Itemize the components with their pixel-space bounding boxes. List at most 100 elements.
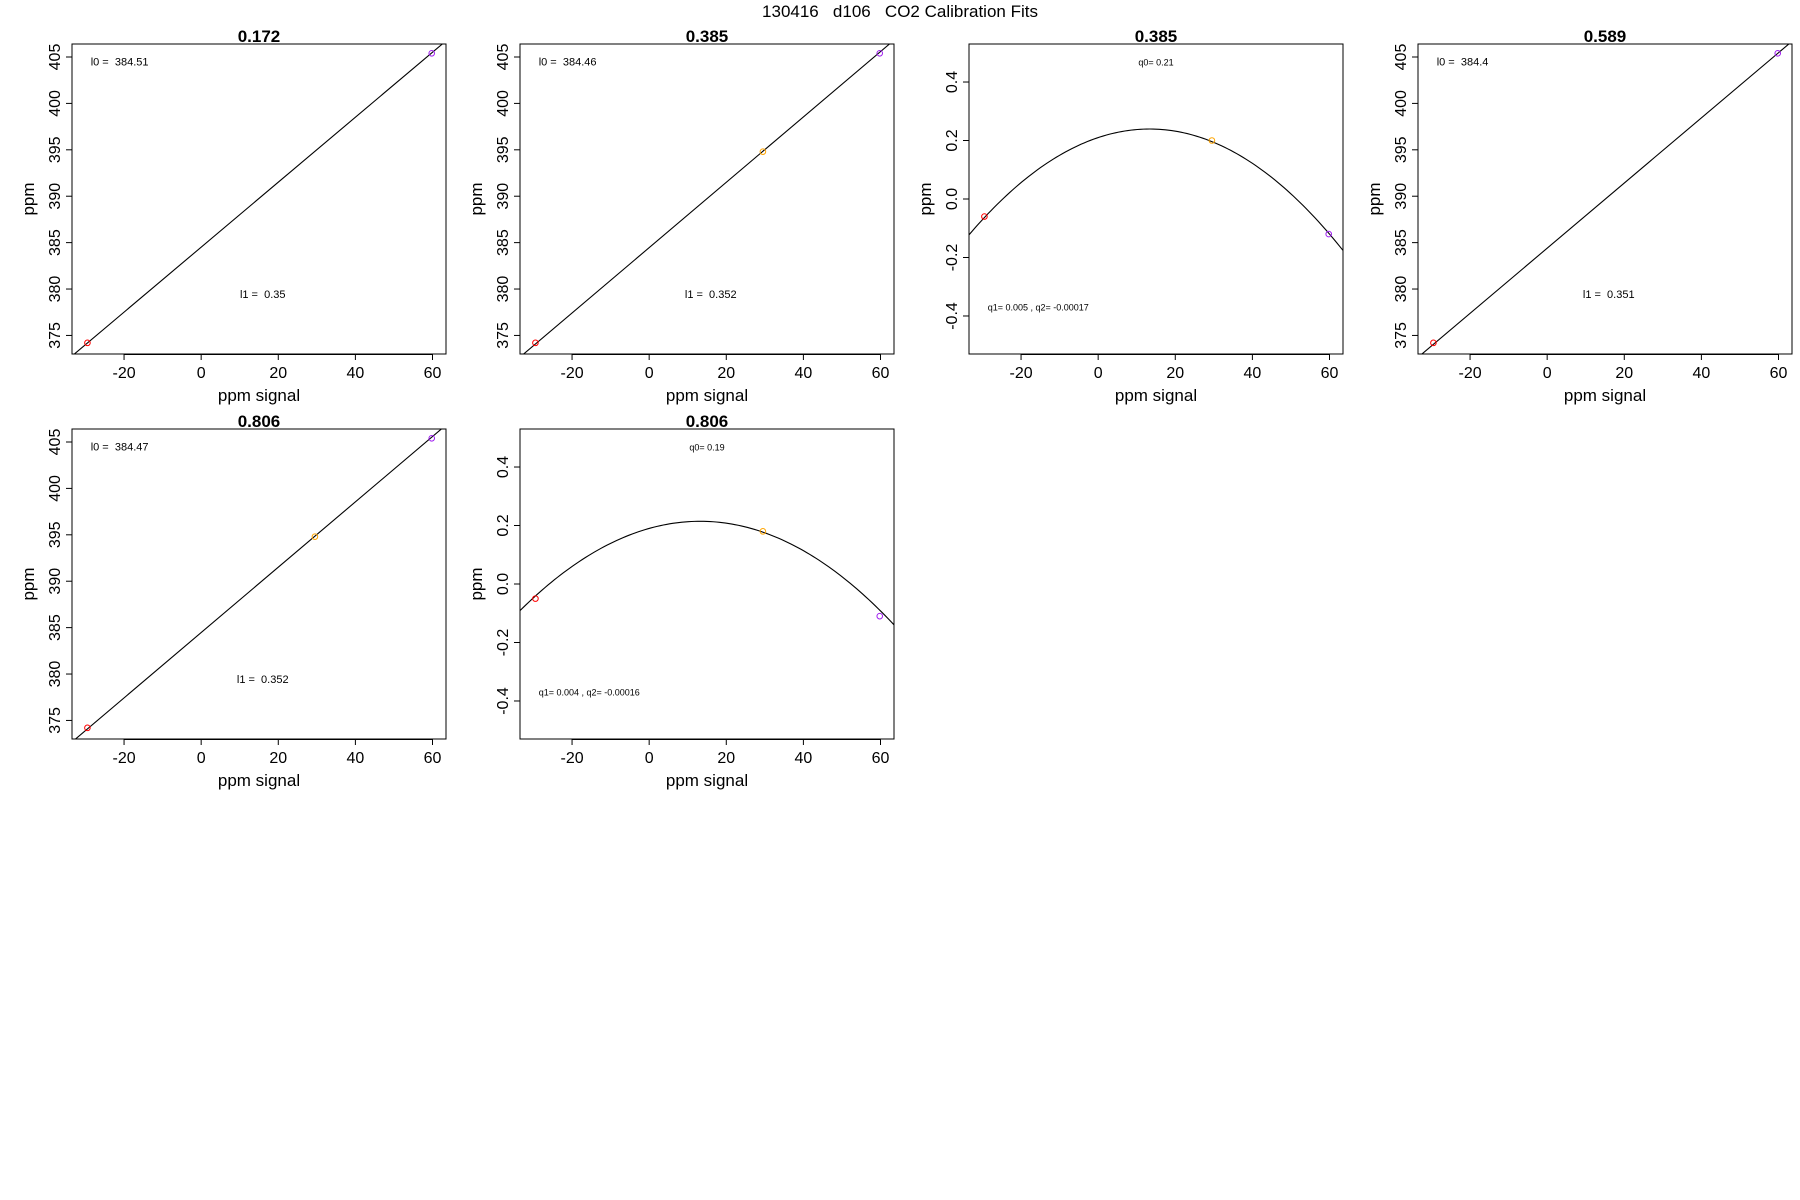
chart-panel: -20 0 20 40 60 375 380 385 390 395 400 405 0.806 ppm … xyxy=(19,412,447,790)
fit-annotation: l1 = 0.352 xyxy=(237,674,289,686)
x-tick-label: 60 xyxy=(424,365,442,382)
data-point xyxy=(532,595,539,602)
y-tick-label: 405 xyxy=(47,44,64,71)
data-point xyxy=(1430,339,1437,347)
x-tick-label: -20 xyxy=(1458,365,1481,382)
y-tick-label: 395 xyxy=(47,136,64,163)
panel-title: 0.589 xyxy=(1584,27,1627,46)
y-axis-label: ppm xyxy=(1365,182,1384,215)
fit-curve xyxy=(969,128,1343,251)
x-tick-label: 60 xyxy=(424,750,442,767)
x-tick-label: 60 xyxy=(872,750,890,767)
data-point xyxy=(311,533,319,540)
y-tick-label: 0.0 xyxy=(944,188,961,210)
data-point xyxy=(876,612,884,620)
y-axis-label: ppm xyxy=(19,182,38,215)
fit-line xyxy=(73,44,444,354)
panel-title: 0.385 xyxy=(686,27,729,46)
y-tick-label: 375 xyxy=(47,707,64,734)
y-tick-label: 390 xyxy=(495,183,512,210)
y-axis-label: ppm xyxy=(467,567,486,600)
x-tick-label: 20 xyxy=(1615,365,1633,382)
y-tick-label: 0.2 xyxy=(944,129,961,151)
y-tick-label: 380 xyxy=(47,661,64,688)
y-tick-label: 400 xyxy=(47,90,64,117)
x-tick-label: 0 xyxy=(645,365,654,382)
x-axis-label: ppm signal xyxy=(666,771,748,790)
panel-title: 0.385 xyxy=(1135,27,1178,46)
y-tick-label: 385 xyxy=(47,229,64,256)
fit-annotation: l0 = 384.46 xyxy=(539,57,597,69)
y-tick-label: -0.2 xyxy=(495,629,512,657)
x-tick-label: -20 xyxy=(560,365,583,382)
panel-title: 0.172 xyxy=(238,27,281,46)
x-tick-label: 0 xyxy=(197,365,206,382)
fit-line xyxy=(522,44,891,354)
fit-line xyxy=(74,429,443,739)
fit-line xyxy=(1421,44,1790,354)
plot-data xyxy=(1421,44,1790,354)
x-tick-label: -20 xyxy=(560,750,583,767)
chart-panel: -20 0 20 40 60 375 380 385 390 395 400 405 0.589 ppm … xyxy=(1365,27,1793,405)
x-axis-label: ppm signal xyxy=(1564,386,1646,405)
y-tick-label: 405 xyxy=(1393,44,1410,71)
x-tick-label: -20 xyxy=(1009,365,1032,382)
fit-annotation: l1 = 0.35 xyxy=(240,289,286,301)
fit-annotation: l1 = 0.352 xyxy=(685,289,737,301)
y-tick-label: 385 xyxy=(1393,229,1410,256)
y-tick-label: 380 xyxy=(1393,276,1410,303)
y-axis-label: ppm xyxy=(916,182,935,215)
x-tick-label: 0 xyxy=(1543,365,1552,382)
fit-annotation: l1 = 0.351 xyxy=(1583,289,1635,301)
y-tick-label: 395 xyxy=(1393,136,1410,163)
y-tick-label: 380 xyxy=(495,276,512,303)
data-point xyxy=(1325,230,1333,238)
y-tick-label: 405 xyxy=(495,44,512,71)
data-point xyxy=(84,339,91,347)
data-point xyxy=(1208,137,1216,144)
y-tick-label: 400 xyxy=(495,90,512,117)
figure-title: 130416 d106 CO2 Calibration Fits xyxy=(762,2,1038,21)
y-tick-label: -0.2 xyxy=(944,244,961,272)
x-tick-label: 0 xyxy=(1094,365,1103,382)
y-tick-label: 400 xyxy=(47,475,64,502)
y-tick-label: 375 xyxy=(1393,322,1410,349)
plot-data xyxy=(520,520,894,626)
x-tick-label: 20 xyxy=(269,750,287,767)
data-point xyxy=(876,49,884,57)
y-tick-label: 0.2 xyxy=(495,514,512,536)
y-tick-label: 380 xyxy=(47,276,64,303)
y-tick-label: 385 xyxy=(495,229,512,256)
x-tick-label: 40 xyxy=(794,750,812,767)
x-tick-label: 40 xyxy=(346,365,364,382)
data-point xyxy=(84,724,91,732)
y-tick-label: 375 xyxy=(495,322,512,349)
x-axis-label: ppm signal xyxy=(218,771,300,790)
plot-data xyxy=(969,128,1343,251)
x-tick-label: 60 xyxy=(1321,365,1339,382)
fit-curve xyxy=(520,520,894,626)
panel-title: 0.806 xyxy=(686,412,729,431)
x-tick-label: 40 xyxy=(794,365,812,382)
y-tick-label: 395 xyxy=(495,136,512,163)
x-tick-label: 40 xyxy=(346,750,364,767)
x-tick-label: 40 xyxy=(1692,365,1710,382)
x-tick-label: 20 xyxy=(269,365,287,382)
data-point xyxy=(981,213,988,220)
x-tick-label: 60 xyxy=(1770,365,1788,382)
y-tick-label: -0.4 xyxy=(944,302,961,330)
x-axis-label: ppm signal xyxy=(666,386,748,405)
x-tick-label: 20 xyxy=(717,365,735,382)
y-tick-label: 390 xyxy=(47,183,64,210)
plot-data xyxy=(74,429,443,739)
data-point xyxy=(759,148,767,155)
x-tick-label: 40 xyxy=(1243,365,1261,382)
data-point xyxy=(428,49,436,57)
fit-annotation: q0= 0.21 xyxy=(1138,58,1173,68)
x-axis-label: ppm signal xyxy=(218,386,300,405)
chart-panel: -20 0 20 40 60 -0.4 -0.2 0.0 0.2 0.4 0.385 ppm sign… xyxy=(916,27,1344,405)
fit-annotation: l0 = 384.47 xyxy=(91,442,149,454)
panel-title: 0.806 xyxy=(238,412,281,431)
data-point xyxy=(1774,49,1782,57)
